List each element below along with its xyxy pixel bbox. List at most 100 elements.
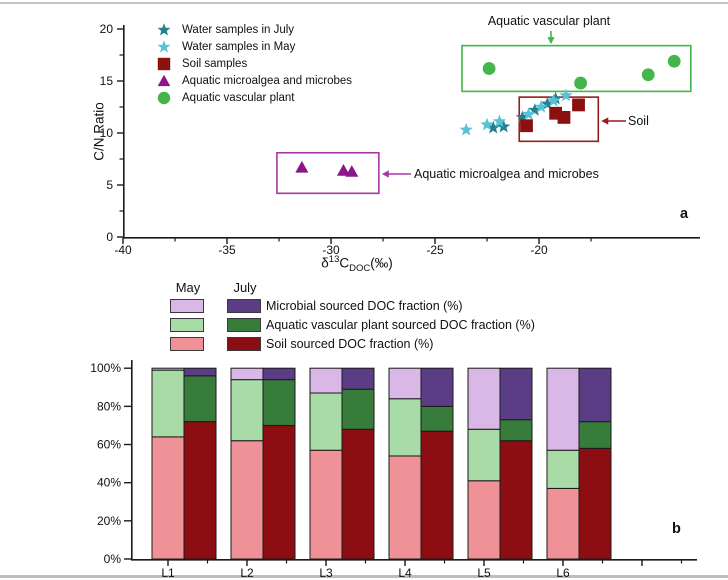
panel-b-label: b xyxy=(672,521,681,537)
legend-item: Water samples in May xyxy=(156,38,352,55)
bar-segment-microbial xyxy=(420,367,454,407)
svg-text:40%: 40% xyxy=(97,476,121,490)
svg-text:L2: L2 xyxy=(240,566,254,580)
svg-text:-25: -25 xyxy=(426,243,444,257)
bar-segment-soil xyxy=(388,455,422,560)
may-swatch xyxy=(170,337,204,351)
bar-segment-soil xyxy=(262,424,296,560)
bar-segment-plant xyxy=(388,398,422,457)
svg-text:10: 10 xyxy=(100,126,114,140)
svg-text:-35: -35 xyxy=(218,243,236,257)
bar-segment-plant xyxy=(230,379,264,442)
legend-item-label: Water samples in July xyxy=(182,23,295,36)
bar-segment-microbial xyxy=(183,367,217,377)
bar-segment-plant xyxy=(341,388,375,430)
bar-segment-soil xyxy=(341,428,375,560)
series-circle-#43b549 xyxy=(482,54,681,90)
svg-text:0%: 0% xyxy=(104,552,122,566)
annotation-box-2 xyxy=(276,151,380,195)
svg-text:-20: -20 xyxy=(530,243,548,257)
legend-item: Soil samples xyxy=(156,55,352,72)
annotation-soil: Soil xyxy=(628,114,649,128)
svg-text:60%: 60% xyxy=(97,438,121,452)
legend-row-label: Aquatic vascular plant sourced DOC fract… xyxy=(266,318,535,332)
bar-segment-plant xyxy=(183,375,217,423)
bar-segment-soil xyxy=(499,440,533,560)
bar-segment-plant xyxy=(499,419,533,442)
series-star-#277f8e xyxy=(486,91,563,134)
bars-july xyxy=(183,367,612,560)
bar-segment-microbial xyxy=(309,367,343,394)
bar-segment-microbial xyxy=(151,367,185,371)
bar-segment-plant xyxy=(151,369,185,438)
bar-segment-soil xyxy=(467,480,501,560)
july-swatch xyxy=(227,337,261,351)
square-icon xyxy=(157,57,171,70)
series-triangle-#8c158c xyxy=(295,160,359,177)
panel-a-y-axis-title: C/N Ratio xyxy=(91,102,107,161)
x-title-subscript: DOC xyxy=(349,263,371,275)
panel-b-plot: 0% 20% 40% 60% 80% 100% L1 L2 L3 L4 L5 L6 xyxy=(90,360,697,580)
x-title-superscript: 13 xyxy=(328,254,340,265)
svg-text:L4: L4 xyxy=(398,566,412,580)
legend-row-label: Soil sourced DOC fraction (%) xyxy=(266,337,434,351)
bar-segment-soil xyxy=(230,440,264,560)
bar-segment-microbial xyxy=(262,367,296,381)
svg-text:L3: L3 xyxy=(319,566,333,580)
legend-item: Aquatic vascular plant xyxy=(156,89,352,106)
panel-a-label: a xyxy=(680,206,689,222)
panel-a-plot: -40 -35 -30 -25 -20 0 5 10 15 20 xyxy=(100,22,700,257)
bar-segment-plant xyxy=(467,428,501,482)
svg-text:20: 20 xyxy=(100,22,114,36)
bar-segment-microbial xyxy=(467,367,501,430)
may-swatch xyxy=(170,318,204,332)
star-icon xyxy=(157,39,171,52)
bar-segment-plant xyxy=(309,392,343,451)
bar-segment-microbial xyxy=(230,367,264,381)
svg-text:100%: 100% xyxy=(90,361,121,375)
legend-row: Soil sourced DOC fraction (%) xyxy=(170,337,630,352)
star-icon xyxy=(157,22,171,35)
svg-text:15: 15 xyxy=(100,74,114,88)
bar-segment-plant xyxy=(262,379,296,426)
july-swatch xyxy=(227,318,261,332)
bar-segment-microbial xyxy=(578,367,612,423)
bar-segment-plant xyxy=(546,449,580,489)
svg-text:L1: L1 xyxy=(161,566,175,580)
bar-segment-soil xyxy=(151,436,185,560)
annotation-aquatic-vascular-plant: Aquatic vascular plant xyxy=(487,14,611,28)
legend-row: Aquatic vascular plant sourced DOC fract… xyxy=(170,318,630,333)
bar-segment-plant xyxy=(578,421,612,449)
bar-segment-microbial xyxy=(546,367,580,451)
legend-item-label: Aquatic microalgea and microbes xyxy=(182,74,353,87)
page-top-border xyxy=(0,2,728,4)
legend-may-header: May xyxy=(175,280,201,295)
triangle-icon xyxy=(157,74,171,86)
bar-segment-microbial xyxy=(499,367,533,421)
svg-text:L5: L5 xyxy=(477,566,491,580)
may-swatch xyxy=(170,299,204,313)
x-title-delta: δ xyxy=(321,255,329,271)
annotation-aquatic-microalgea-and-microbes: Aquatic microalgea and microbes xyxy=(414,167,599,181)
bar-segment-soil xyxy=(183,421,217,560)
bar-segment-plant xyxy=(420,405,454,432)
svg-text:80%: 80% xyxy=(97,399,121,413)
svg-text:5: 5 xyxy=(106,178,113,192)
bar-segment-microbial xyxy=(388,367,422,400)
panel-a-x-axis-title: δ13CDOC(‰) xyxy=(257,254,457,274)
legend-item-label: Water samples in May xyxy=(182,40,296,53)
legend-row-label: Microbial sourced DOC fraction (%) xyxy=(266,299,463,313)
svg-text:-40: -40 xyxy=(114,243,132,257)
bar-segment-soil xyxy=(546,487,580,560)
legend-item-label: Aquatic vascular plant xyxy=(182,91,295,104)
legend-item: Water samples in July xyxy=(156,21,352,38)
svg-text:L6: L6 xyxy=(556,566,570,580)
x-title-units: (‰) xyxy=(370,255,393,271)
annotation-box-0 xyxy=(461,44,692,93)
legend-item-label: Soil samples xyxy=(182,57,248,70)
x-title-base: C xyxy=(339,255,350,271)
panel-a-legend: Water samples in July Water samples in Ma… xyxy=(156,21,352,106)
bars-may xyxy=(151,367,580,560)
